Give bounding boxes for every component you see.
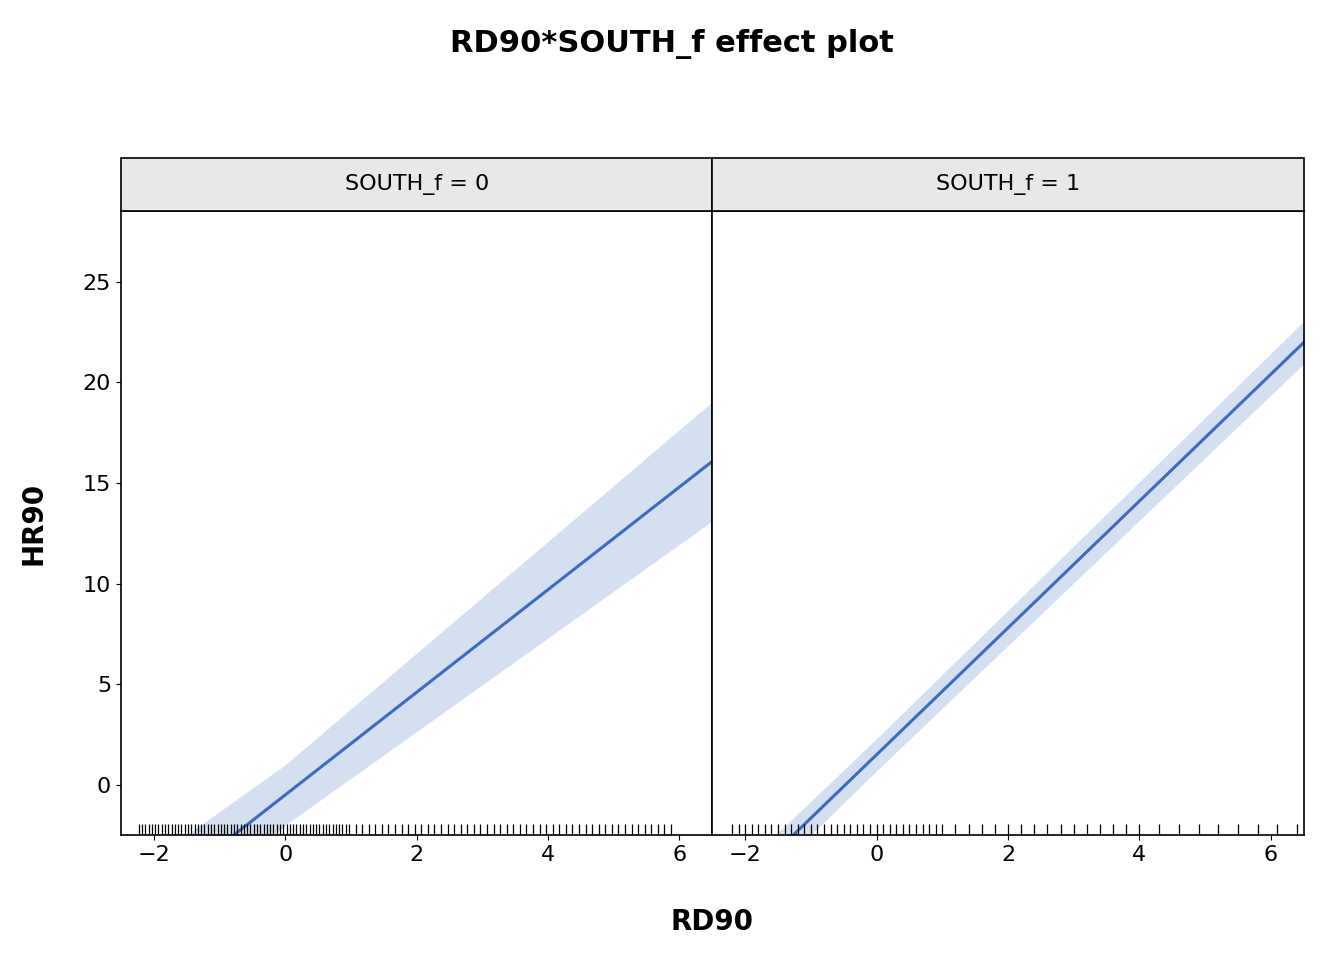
Text: HR90: HR90 [20, 482, 47, 564]
Text: RD90*SOUTH_f effect plot: RD90*SOUTH_f effect plot [450, 29, 894, 59]
Text: SOUTH_f = 1: SOUTH_f = 1 [935, 175, 1081, 195]
Text: RD90: RD90 [671, 907, 754, 936]
Text: SOUTH_f = 0: SOUTH_f = 0 [344, 175, 489, 195]
